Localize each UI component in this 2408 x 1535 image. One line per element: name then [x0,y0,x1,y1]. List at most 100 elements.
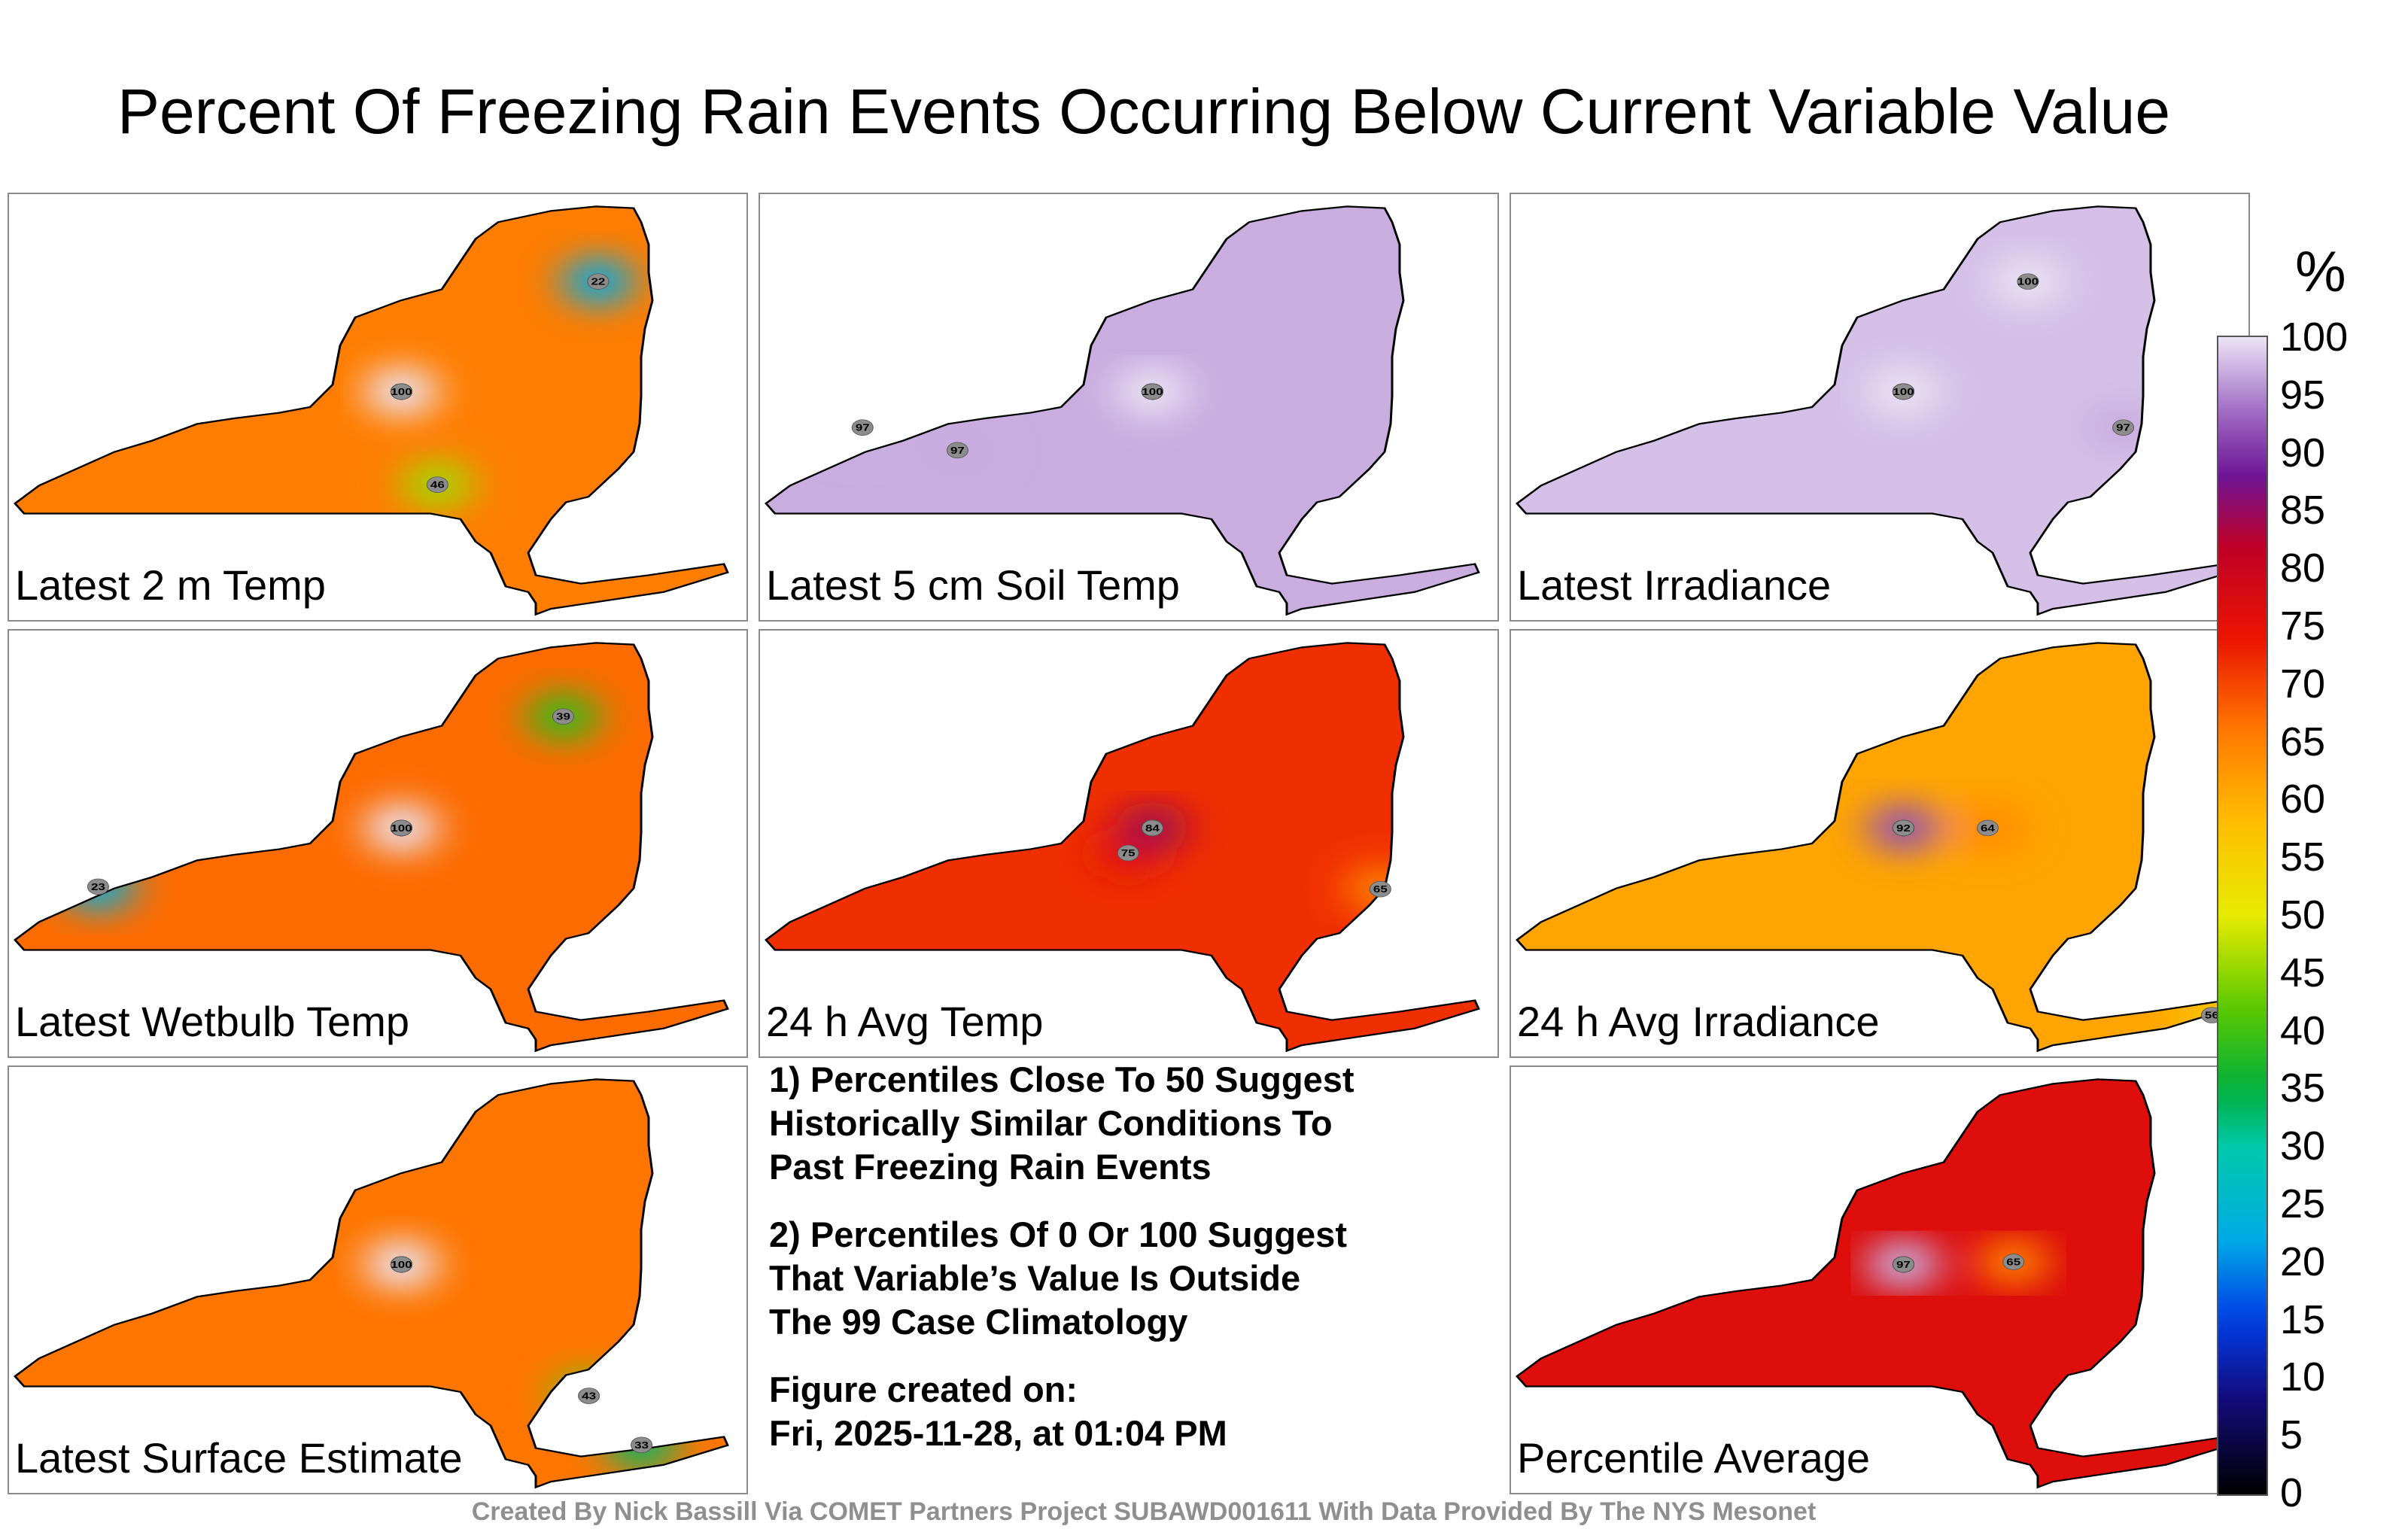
colorbar [2217,336,2268,1496]
state-outline [14,642,729,1053]
station-marker: 65 [1369,880,1391,898]
station-marker: 97 [851,419,874,436]
panel-label: Latest Irradiance [1517,561,1832,609]
colorbar-tick: 60 [2280,777,2326,822]
station-marker: 84 [1141,819,1163,837]
colorbar-tick: 70 [2280,661,2326,707]
station-marker: 22 [587,273,610,290]
panel-label: Latest Wetbulb Temp [15,998,410,1045]
state-outline [1516,642,2231,1053]
map-panel-p5: 7565658181755849497558495565616565758482… [759,629,1499,1058]
state-fill [15,1079,728,1488]
station-value: 65 [2006,1257,2020,1268]
panel-label: 24 h Avg Irradiance [1517,998,1880,1045]
station-value: 100 [391,1260,412,1270]
station-value: 23 [91,882,105,892]
note-percentile-50: 1) Percentiles Close To 50 Suggest Histo… [769,1059,1354,1187]
station-value: 100 [391,823,412,834]
station-marker: 97 [946,442,968,459]
state-outline [765,642,1480,1053]
station-marker: 46 [426,476,448,493]
panel-label: 24 h Avg Temp [766,998,1044,1045]
colorbar-tick: 95 [2280,372,2326,418]
panel-label: Latest 2 m Temp [15,561,326,609]
ny-map: 4333903930391612836227221656622929273998… [14,1078,729,1489]
state-fill [1517,643,2230,1051]
station-marker: 39 [552,708,574,725]
state-fill [15,643,728,1051]
station-value: 97 [856,423,870,433]
colorbar-tick: 35 [2280,1065,2326,1111]
state-fill [15,206,728,615]
station-value: 97 [950,445,965,456]
map-panel-p3: 9710091100981001001008382869610010086971… [1510,193,2250,622]
panel-label: Percentile Average [1517,1434,1871,1482]
station-marker: 100 [390,819,412,837]
state-fill [766,206,1479,615]
map-panel-p1: 4622257635181081160994618251435187691462… [8,193,748,622]
map-panel-p2: 9797959696979495100979198919898978295971… [759,193,1499,622]
colorbar-tick: 15 [2280,1296,2326,1342]
ny-map: 7565658181755849497558495565616565758482… [765,642,1480,1053]
station-value: 84 [1145,823,1160,834]
station-marker: 64 [1976,819,1999,837]
station-marker: 100 [2017,273,2039,290]
ny-map: 3923238839108105410054231410039141439881… [14,642,729,1053]
station-value: 100 [391,387,412,397]
note-created-on: Figure created on: Fri, 2025-11-28, at 0… [769,1369,1227,1453]
colorbar-tick: 10 [2280,1354,2326,1400]
note-percentile-extremes: 2) Percentiles Of 0 Or 100 Suggest That … [769,1214,1347,1342]
colorbar-tick: 65 [2280,719,2326,764]
colorbar-tick: 25 [2280,1181,2326,1226]
ny-map: 9797959696979495100979198919898978295971… [765,205,1480,616]
station-marker: 33 [631,1436,653,1454]
colorbar-tick: 100 [2280,315,2349,360]
station-marker: 75 [1117,844,1139,862]
station-marker: 23 [87,878,109,895]
ny-map: 6557568369607161484483676370404250949485… [1516,1078,2231,1489]
colorbar-tick: 50 [2280,892,2326,938]
ny-map: 5664464949374356745348435756715340106471… [1516,642,2231,1053]
notes-block: 1) Percentiles Close To 50 Suggest Histo… [769,1058,1476,1479]
colorbar-tick: 20 [2280,1239,2326,1284]
station-marker: 97 [1892,1256,1914,1273]
station-marker: 65 [2002,1254,2025,1270]
colorbar-tick: 55 [2280,834,2326,880]
state-fill [1517,1079,2230,1488]
station-value: 65 [1373,884,1388,895]
colorbar-tick: 5 [2280,1412,2303,1458]
ny-map: 9710091100981001001008382869610010086971… [1516,205,2231,616]
station-value: 43 [582,1391,596,1402]
station-marker: 100 [1141,383,1163,400]
credit-footer: Created By Nick Bassill Via COMET Partne… [471,1497,1817,1526]
station-value: 100 [1142,387,1163,397]
colorbar-tick: 75 [2280,603,2326,649]
station-value: 33 [634,1440,649,1451]
colorbar-tick: 90 [2280,430,2326,476]
ny-map: 4622257635181081160994618251435187691462… [14,205,729,616]
station-value: 46 [430,480,445,491]
colorbar-unit: % [2295,240,2346,304]
map-panel-p8: 6557568369607161484483676370404250949485… [1510,1065,2250,1494]
station-value: 64 [1981,823,1996,834]
map-panel-p6: 5664464949374356745348435756715340106471… [1510,629,2250,1058]
panel-label: Latest 5 cm Soil Temp [766,561,1180,609]
station-marker: 100 [390,1256,412,1273]
colorbar-tick: 85 [2280,488,2326,533]
map-panel-p7: 4333903930391612836227221656622929273998… [8,1065,748,1494]
station-marker: 43 [578,1388,600,1404]
colorbar-tick: 30 [2280,1123,2326,1169]
station-value: 97 [2116,423,2130,433]
station-value: 100 [2017,277,2039,287]
panel-label: Latest Surface Estimate [15,1434,463,1482]
station-value: 75 [1121,848,1136,859]
station-value: 92 [1896,823,1911,834]
figure-title: Percent Of Freezing Rain Events Occurrin… [117,76,2171,147]
station-marker: 100 [390,383,412,400]
state-fill [1517,206,2230,615]
station-marker: 97 [2112,419,2135,436]
state-outline [765,205,1480,616]
colorbar-tick: 40 [2280,1008,2326,1053]
state-outline [1516,205,2231,616]
colorbar-tick: 80 [2280,546,2326,591]
